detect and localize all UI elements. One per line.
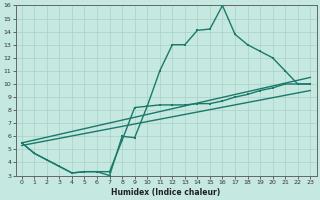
- X-axis label: Humidex (Indice chaleur): Humidex (Indice chaleur): [111, 188, 221, 197]
